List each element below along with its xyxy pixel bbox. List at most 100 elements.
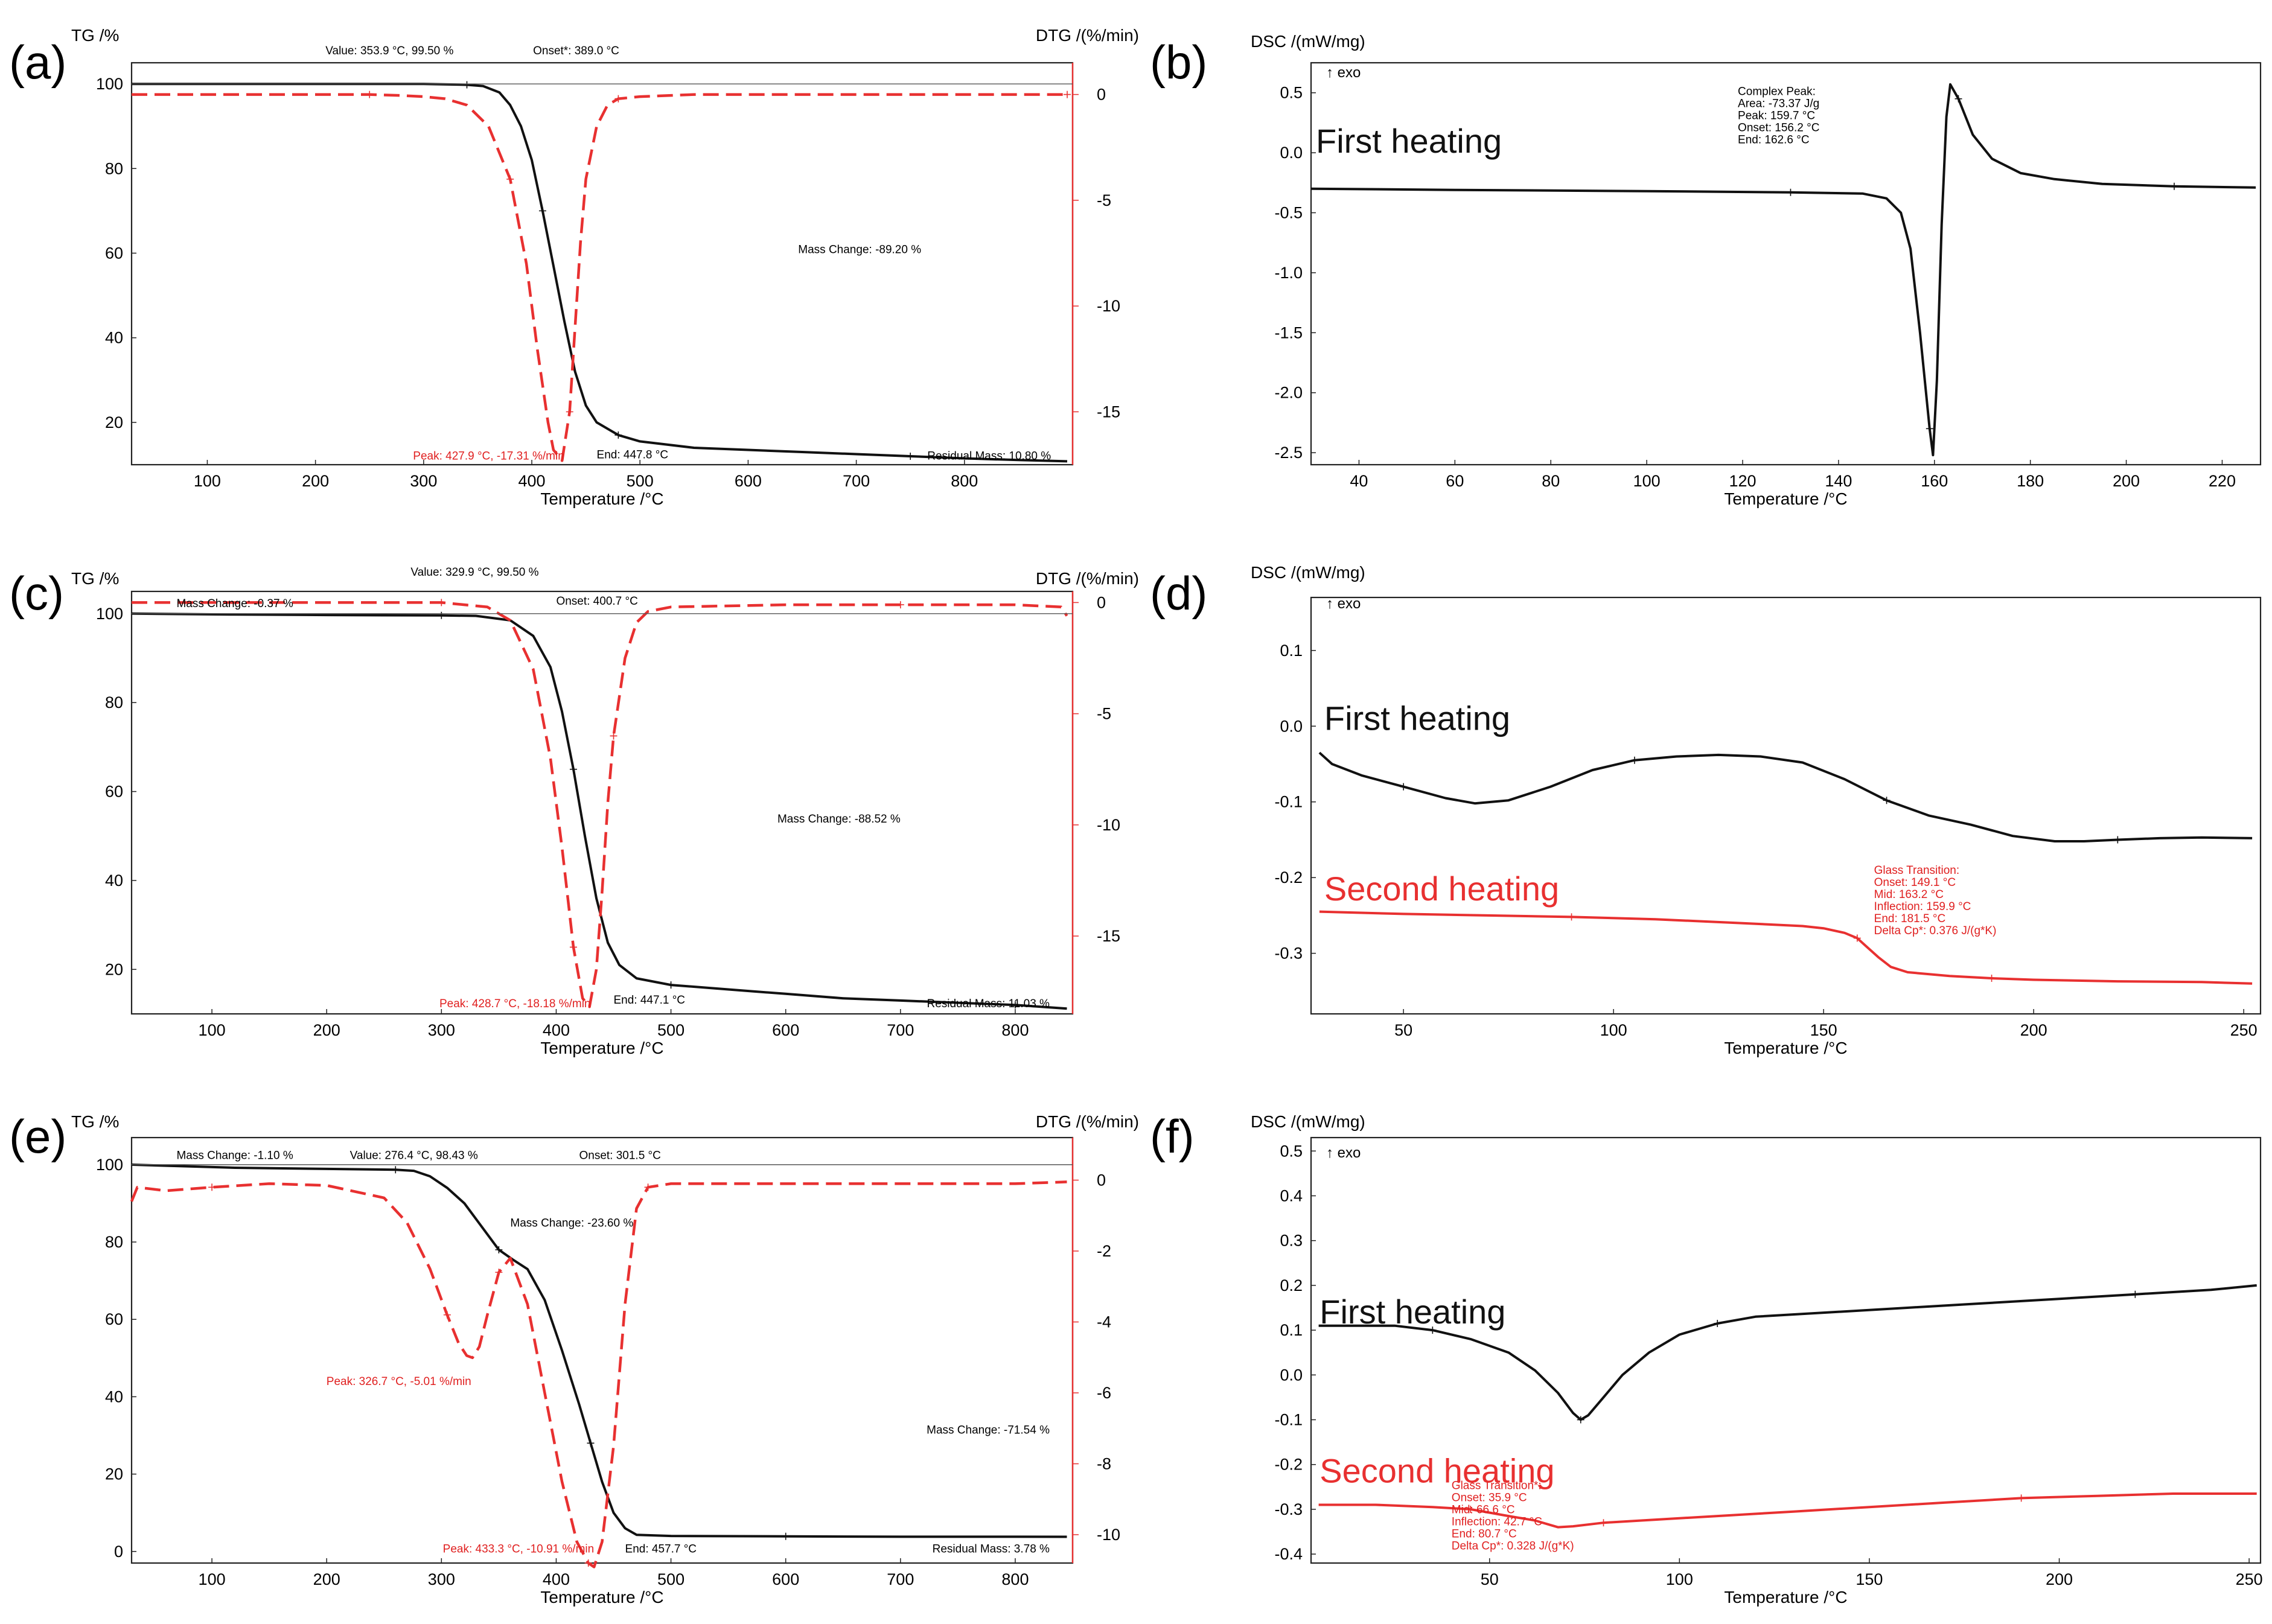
- data-point-marker: [1988, 975, 1996, 982]
- y-tick-label: 60: [105, 1310, 123, 1328]
- plot-frame: [1310, 1136, 2262, 1564]
- annotation-label: Peak: 159.7 °C: [1738, 110, 1815, 123]
- annotation-label: Value: 329.9 °C, 99.50 %: [410, 566, 538, 579]
- data-point-marker: [1467, 1505, 1475, 1513]
- y-tick-label: 0.0: [1280, 717, 1303, 735]
- y-tick-label: 40: [105, 329, 123, 347]
- annotation-label: Delta Cp*: 0.376 J/(g*K): [1874, 925, 1997, 937]
- y-tick-label: 100: [96, 605, 123, 623]
- y2-tick-label: -6: [1097, 1384, 1111, 1402]
- y-axis-title: DSC /(mW/mg): [1251, 563, 1365, 582]
- annotation-label: End: 80.7 °C: [1452, 1528, 1517, 1541]
- annotation-label: Peak: 433.3 °C, -10.91 %/min: [443, 1543, 595, 1556]
- x-tick-label: 200: [2113, 472, 2140, 490]
- x-tick-label: 200: [2020, 1021, 2047, 1039]
- annotation-label: Onset: 400.7 °C: [556, 595, 637, 608]
- x-tick-label: 200: [313, 1570, 340, 1588]
- y-tick-label: 60: [105, 244, 123, 262]
- data-point-marker: [495, 1269, 503, 1276]
- annotation-label: End: 162.6 °C: [1738, 134, 1810, 147]
- y-axis-title: TG /%: [71, 569, 119, 588]
- data-point-marker: [366, 91, 374, 98]
- annotation-label: Value: 276.4 °C, 98.43 %: [350, 1149, 478, 1162]
- series-line-first-heating: [1318, 1284, 2257, 1421]
- annotation-label: Mass Change: -0.37 %: [176, 597, 293, 610]
- y-tick-label: 40: [105, 871, 123, 890]
- y2-tick-label: -15: [1097, 927, 1120, 945]
- x-tick-label: 80: [1542, 472, 1560, 490]
- series-line-dtg: [130, 1180, 1067, 1568]
- annotation-label: Peak: 326.7 °C, -5.01 %/min: [327, 1375, 471, 1388]
- annotation-label: Onset: 149.1 °C: [1874, 876, 1956, 889]
- x-tick-label: 250: [2230, 1021, 2258, 1039]
- annotation-label: Mass Change: -1.10 %: [176, 1149, 293, 1162]
- y-axis-title: TG /%: [71, 26, 119, 45]
- y2-tick-label: -2: [1097, 1242, 1111, 1260]
- panel-e: (e) TG /% DTG /(%/min) Temperature /°C 100 20…: [9, 1110, 1139, 1606]
- y-tick-label: 0.1: [1280, 1321, 1303, 1339]
- annotation-label: Inflection: 42.7 °C: [1452, 1516, 1542, 1529]
- y-tick-label: -1.0: [1274, 264, 1303, 282]
- plot-frame: [130, 590, 1074, 1015]
- plot-frame: [1310, 62, 2262, 466]
- y-tick-label: 20: [105, 413, 123, 431]
- annotation-label: Mass Change: -88.52 %: [777, 813, 901, 826]
- annotation-label: Area: -73.37 J/g: [1738, 98, 1819, 110]
- x-tick-label: 50: [1394, 1021, 1412, 1039]
- data-point-marker: [538, 207, 546, 215]
- x-axis-title: Temperature /°C: [1724, 1039, 1847, 1057]
- y-tick-label: -0.2: [1274, 868, 1303, 887]
- data-point-marker: [1630, 756, 1638, 764]
- annotation-label: Peak: 428.7 °C, -18.18 %/min: [439, 998, 591, 1010]
- y-tick-label: 60: [105, 783, 123, 801]
- data-point-marker: [443, 1311, 451, 1319]
- panel-a: (a) TG /% DTG /(%/min) Temperature /°C 100 20…: [9, 26, 1139, 508]
- annotation-label: Delta Cp*: 0.328 J/(g*K): [1452, 1540, 1574, 1553]
- x-axis-title: Temperature /°C: [540, 1039, 663, 1057]
- series-line-first-heating: [1318, 751, 2253, 842]
- panel-letter: (c): [9, 567, 64, 620]
- y-tick-label: -0.4: [1274, 1545, 1303, 1563]
- annotation-label: Residual Mass: 10.80 %: [927, 450, 1051, 463]
- series-line-dtg: [132, 601, 1068, 1008]
- x-tick-label: 700: [887, 1570, 914, 1588]
- data-point-marker: [1429, 1326, 1437, 1334]
- data-point-marker: [584, 1559, 592, 1567]
- panel-letter: (b): [1150, 36, 1207, 89]
- data-point-marker: [2114, 836, 2122, 844]
- y2-tick-label: -5: [1097, 705, 1111, 723]
- data-point-marker: [644, 1183, 652, 1191]
- annotation-label: Value: 353.9 °C, 99.50 %: [325, 45, 453, 57]
- annotation-label: End: 457.7 °C: [625, 1543, 697, 1556]
- series-line-first-heating: [1310, 83, 2256, 457]
- series-line-tg: [131, 612, 1067, 1010]
- panel-letter: (a): [9, 36, 66, 89]
- x-tick-label: 800: [951, 472, 978, 490]
- data-point-marker: [667, 981, 675, 989]
- annotation-label: Onset: 301.5 °C: [579, 1149, 660, 1162]
- data-point-marker: [569, 765, 577, 773]
- y-tick-label: -2.5: [1274, 444, 1303, 462]
- annotation-label: Onset: 35.9 °C: [1452, 1492, 1527, 1505]
- annotation-label: Onset*: 389.0 °C: [533, 45, 619, 57]
- x-tick-label: 400: [543, 1570, 570, 1588]
- data-point-marker: [1011, 1001, 1019, 1009]
- x-tick-label: 400: [543, 1021, 570, 1039]
- x-tick-label: 100: [1600, 1021, 1627, 1039]
- exo-label: ↑ exo: [1326, 596, 1361, 612]
- x-tick-label: 300: [410, 472, 437, 490]
- data-point-marker: [587, 1439, 595, 1447]
- x-axis-title: Temperature /°C: [540, 1588, 663, 1606]
- plot-frame: [130, 62, 1074, 466]
- x-axis-title: Temperature /°C: [540, 489, 663, 508]
- x-tick-label: 150: [1856, 1570, 1883, 1588]
- heating-label: Second heating: [1319, 1451, 1554, 1489]
- series-line-tg: [131, 1163, 1067, 1538]
- data-point-marker: [1787, 188, 1795, 196]
- data-point-marker: [782, 1532, 790, 1540]
- y-tick-label: -0.5: [1274, 204, 1303, 222]
- annotation-label: Complex Peak:: [1738, 86, 1816, 98]
- x-tick-label: 100: [199, 1570, 226, 1588]
- y-tick-label: 0.0: [1280, 1366, 1303, 1384]
- annotation-label: Residual Mass: 11.03 %: [927, 998, 1050, 1010]
